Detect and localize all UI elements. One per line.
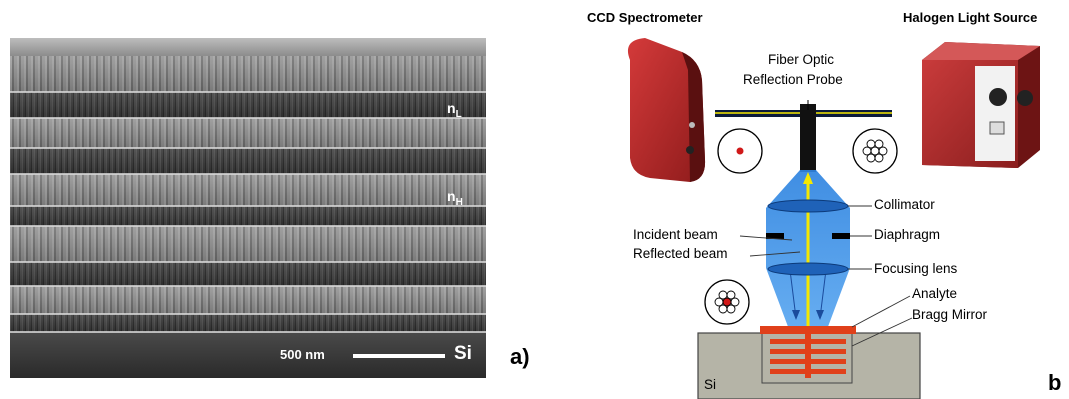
substrate-si-label: Si bbox=[454, 343, 472, 364]
layer-dark bbox=[10, 314, 486, 332]
layer-light bbox=[10, 286, 486, 314]
reflected-beam-label: Reflected beam bbox=[633, 246, 728, 261]
probe-stem bbox=[800, 117, 816, 172]
scale-bar bbox=[353, 354, 445, 358]
halogen-light-source-title: Halogen Light Source bbox=[903, 10, 1038, 25]
layer-light bbox=[10, 56, 486, 92]
focusing-lens bbox=[767, 262, 849, 276]
layer-dark bbox=[10, 148, 486, 174]
focusing-lens-label: Focusing lens bbox=[874, 261, 958, 276]
n-low-label: nL bbox=[447, 100, 462, 120]
reflection-probe-label: Reflection Probe bbox=[743, 72, 843, 87]
incident-beam-label: Incident beam bbox=[633, 227, 718, 242]
sem-top-surface bbox=[10, 38, 486, 56]
layer-dark bbox=[10, 206, 486, 226]
layer-light bbox=[10, 174, 486, 206]
halogen-light-source-device bbox=[922, 42, 1040, 168]
diaphragm-left bbox=[766, 233, 784, 239]
ccd-spectrometer-device bbox=[627, 38, 706, 182]
n-high-label: nH bbox=[447, 188, 463, 208]
diaphragm-right bbox=[832, 233, 850, 239]
analyte-layer bbox=[760, 326, 856, 334]
bragg-mirror-label: Bragg Mirror bbox=[912, 307, 988, 322]
layer-dark bbox=[10, 92, 486, 118]
sem-micrograph: nL LL LH nH 2LH 500 nm Si bbox=[10, 38, 486, 378]
analyte-label: Analyte bbox=[912, 286, 958, 301]
layer-dark bbox=[10, 262, 486, 286]
layer-light bbox=[10, 118, 486, 148]
collimator-lens bbox=[767, 199, 849, 213]
scale-bar-text: 500 nm bbox=[280, 347, 325, 362]
layer-light bbox=[10, 226, 486, 262]
ccd-spectrometer-title: CCD Spectrometer bbox=[587, 10, 703, 25]
si-substrate-label: Si bbox=[704, 377, 717, 392]
collimator-label: Collimator bbox=[874, 197, 935, 212]
bragg-mirror bbox=[770, 334, 846, 378]
probe-connector bbox=[800, 104, 816, 118]
panel-a-label: a) bbox=[510, 344, 530, 369]
diaphragm-label: Diaphragm bbox=[874, 227, 941, 242]
fiber-optic-label: Fiber Optic bbox=[768, 52, 835, 67]
panel-b-label: b bbox=[1048, 370, 1062, 395]
